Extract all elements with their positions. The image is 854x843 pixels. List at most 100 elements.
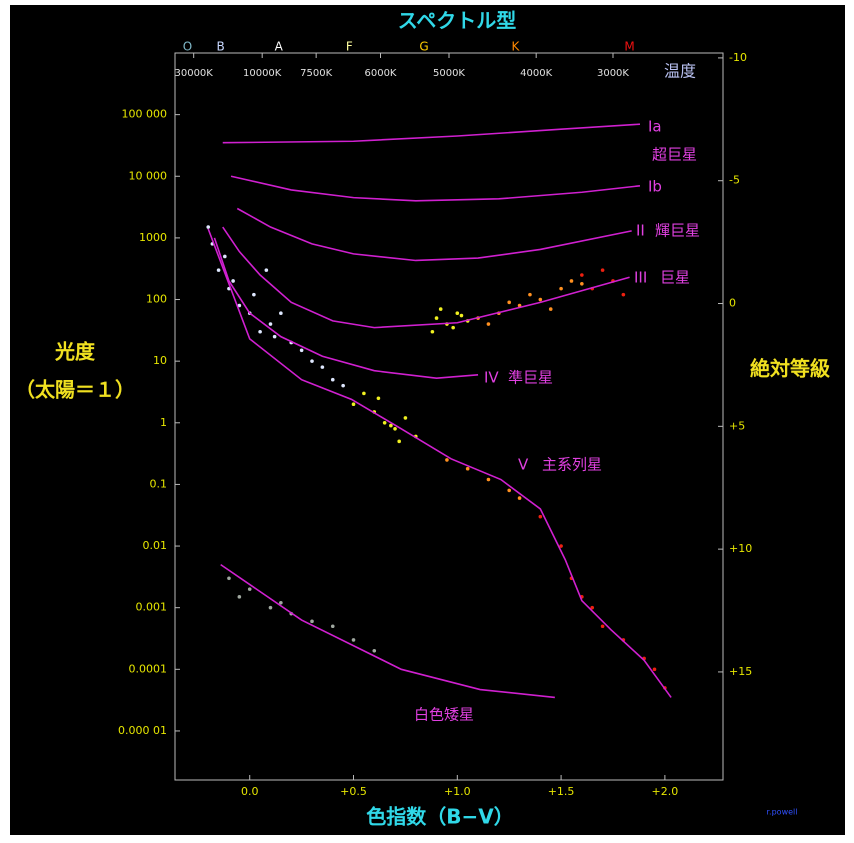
temperature-tick-label: 5000K [433,68,465,79]
luminosity-class-line [220,563,555,699]
star [486,322,491,326]
star [459,313,464,318]
star [455,311,460,315]
star [330,377,335,382]
annotation: 巨星 [660,269,690,287]
y-tick-label: 0.001 [136,601,168,614]
y-tick-label: 10 000 [129,169,168,182]
star [580,273,584,277]
star [517,496,522,500]
x-tick-label: 0.0 [241,785,259,798]
star [206,225,211,229]
annotation: 超巨星 [652,146,697,164]
star [445,458,449,462]
marks [206,123,672,699]
spectral-class: G [419,40,428,54]
y-tick-label: 1 [160,416,167,429]
star [600,624,605,629]
spectral-class: F [346,40,353,54]
star [438,307,443,311]
star [393,426,397,431]
star [403,416,408,420]
star [372,648,377,653]
star [320,365,325,369]
series-label: Ia [648,118,662,136]
star [507,300,511,305]
luminosity-class-line [230,175,641,202]
star [652,667,657,672]
star [434,316,439,320]
star [397,439,401,444]
star [351,402,356,407]
spectral-class: O [183,40,192,54]
star [310,359,314,363]
spectral-class: A [275,40,284,54]
star [231,279,235,283]
y2-tick-label: +5 [729,419,745,432]
y-tick-label: 100 000 [122,108,168,121]
star [268,605,273,610]
y-tick-label: 100 [146,293,167,306]
star [268,322,273,326]
star [451,325,455,330]
temperature-tick-label: 6000K [364,68,396,79]
x-axis-label: 色指数（B−V） [366,805,513,829]
star [538,514,543,519]
y-tick-label: 0.1 [150,477,168,490]
annotation: 主系列星 [542,456,602,474]
spectral-class: B [217,40,225,54]
credit: r.powell [767,808,798,817]
star [507,488,511,493]
y2-tick-label: +15 [729,665,752,678]
series-label: III [634,269,647,287]
star [247,587,252,591]
star [279,601,283,605]
star [258,329,262,334]
luminosity-class-line [222,123,641,144]
star [528,292,532,297]
star [252,292,256,297]
series-label: II [636,222,645,240]
spectral-class: M [624,40,634,54]
star [580,281,584,286]
spectral-class: K [511,40,520,54]
series-label: Ib [648,178,662,196]
star [264,268,269,272]
star [538,297,543,302]
luminosity-class-line [236,207,632,262]
star [362,391,366,396]
star [548,307,553,311]
star [351,638,356,642]
star [237,303,242,308]
star [237,595,242,599]
star [486,477,491,482]
luminosity-class-line [213,237,479,379]
temperature-title: 温度 [664,62,696,81]
star [621,292,626,297]
series-label: IV [484,369,499,387]
star [465,466,470,471]
star [600,268,605,272]
star [559,544,563,548]
y2-tick-label: 0 [729,297,736,310]
background [10,5,845,835]
y2-tick-label: -10 [729,51,747,64]
x-tick-label: +1.0 [444,785,471,798]
y2-axis-label: 絶対等級 [750,357,830,381]
y-tick-label: 1000 [139,231,167,244]
temperature-tick-label: 30000K [174,68,213,79]
star [389,423,393,428]
temperature-tick-label: 3000K [597,68,629,79]
star [517,303,522,308]
y-tick-label: 0.01 [143,539,168,552]
star [299,348,304,353]
star [330,624,335,629]
y-tick-label: 10 [153,354,167,367]
y2-tick-label: +10 [729,542,752,555]
x-tick-label: +0.5 [340,785,367,798]
star [430,329,435,334]
y2-tick-label: -5 [729,174,740,187]
series-label: V [518,456,529,474]
star [216,268,221,272]
y-tick-label: 0.000 01 [118,724,167,737]
